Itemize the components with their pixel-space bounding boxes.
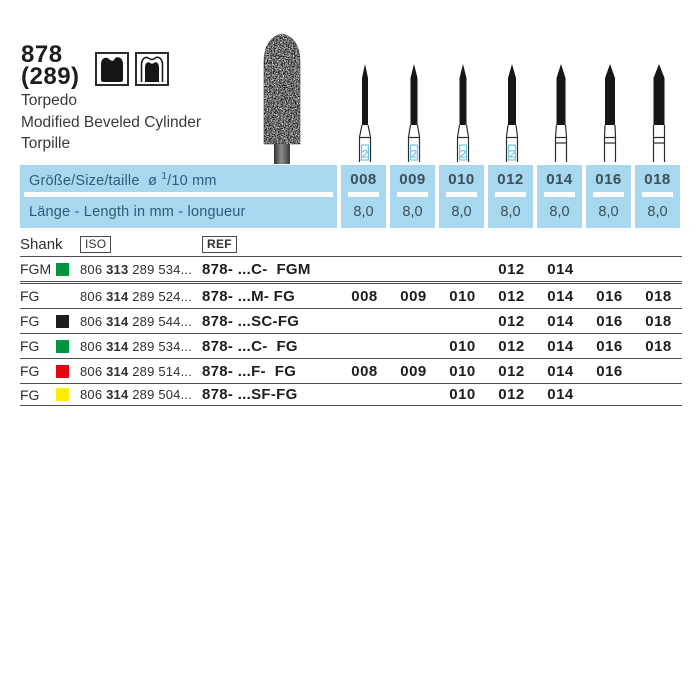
svg-text:2: 2 (508, 149, 514, 161)
size-cell: 014 8,0 (537, 165, 582, 228)
shank-type: FG (20, 386, 40, 403)
size-cell: 009 8,0 (390, 165, 435, 228)
product-name-fr: Torpille (21, 135, 71, 152)
iso-number: 806 314 289 504... (80, 387, 193, 402)
grit-color-dot (56, 388, 69, 401)
product-number: 878 (21, 41, 63, 68)
size-available: 018 (645, 337, 672, 355)
table-row: FG 806 314 289 504... 878- ...SF-FG 010 … (20, 384, 682, 406)
ref-number: 878- ...F- FG (202, 362, 297, 380)
size-cell: 008 8,0 (341, 165, 386, 228)
size-available: 012 (498, 386, 525, 403)
length-label: Länge - Length in mm - longueur (29, 204, 246, 220)
size-available: 014 (547, 287, 574, 305)
product-name-en-2: Modified Beveled Cylinder (21, 113, 202, 131)
table-row: FGM 806 313 289 534... 878- ...C- FGM 01… (20, 257, 682, 284)
table-row: FG 806 314 289 534... 878- ...C- FG 010 … (20, 334, 682, 359)
size-available: 012 (498, 287, 525, 305)
bur-figure (585, 62, 634, 162)
preparation-icons (95, 52, 169, 86)
size-available: 014 (547, 386, 574, 403)
variants-table: Shank ISO REF FGM 806 313 289 534... 878… (20, 232, 682, 406)
bur-figure: 2 (487, 62, 536, 162)
iso-number: 806 313 289 534... (80, 261, 193, 277)
shank-type: FG (20, 363, 40, 379)
size-available: 014 (547, 362, 574, 380)
ref-header-tag: REF (202, 236, 237, 253)
size-available: 016 (596, 362, 623, 380)
size-available: 010 (449, 287, 476, 305)
ref-number: 878- ...SF-FG (202, 386, 298, 403)
size-available: 014 (547, 260, 574, 278)
iso-number: 806 314 289 524... (80, 288, 193, 304)
iso-number: 806 314 289 544... (80, 313, 193, 329)
size-available: 014 (547, 337, 574, 355)
iso-number: 806 314 289 534... (80, 338, 193, 354)
size-available: 010 (449, 337, 476, 355)
size-available: 014 (547, 312, 574, 330)
size-available: 012 (498, 337, 525, 355)
bur-figure (536, 62, 585, 162)
shank-type: FGM (20, 261, 52, 277)
ref-number: 878- ...M- FG (202, 287, 296, 305)
size-cell: 018 8,0 (635, 165, 680, 228)
size-available: 010 (449, 362, 476, 380)
grit-color-dot (56, 364, 69, 378)
bur-figure (634, 62, 683, 162)
grit-color-dot (56, 314, 69, 328)
product-number-block: 878 (289) (21, 41, 80, 90)
size-available: 016 (596, 312, 623, 330)
size-cell: 016 8,0 (586, 165, 631, 228)
bur-row: 2 2 2 2 (340, 62, 683, 162)
size-label: Größe/Size/taille ø 1/10 mm (29, 171, 217, 189)
size-cell: 012 8,0 (488, 165, 533, 228)
table-row: FG 806 314 289 544... 878- ...SC-FG 012 … (20, 309, 682, 334)
shank-type: FG (20, 288, 40, 304)
size-available: 018 (645, 312, 672, 330)
table-header-row: Shank ISO REF (20, 232, 682, 257)
grit-color-dot (56, 339, 69, 353)
grit-color-dot (56, 262, 69, 276)
size-banner: Größe/Size/taille ø 1/10 mm Länge - Leng… (20, 165, 682, 228)
size-available: 009 (400, 287, 427, 305)
tooth-crown-preparation-icon (135, 52, 169, 86)
size-available: 016 (596, 337, 623, 355)
size-available: 008 (351, 362, 378, 380)
banner-label-block: Größe/Size/taille ø 1/10 mm Länge - Leng… (20, 165, 337, 228)
shank-type: FG (20, 313, 40, 329)
table-row: FG 806 314 289 524... 878- ...M- FG 008 … (20, 284, 682, 309)
banner-divider (24, 192, 333, 197)
size-available: 008 (351, 287, 378, 305)
svg-text:2: 2 (459, 149, 465, 161)
ref-number: 878- ...SC-FG (202, 312, 300, 330)
svg-text:2: 2 (410, 149, 416, 161)
size-cell: 010 8,0 (439, 165, 484, 228)
tooth-preparation-icon (95, 52, 129, 86)
product-names: Torpedo Modified Beveled Cylinder Torpil… (21, 90, 201, 155)
bur-figure: 2 (340, 62, 389, 162)
large-bur-photo (261, 32, 303, 169)
size-available: 012 (498, 312, 525, 330)
svg-text:2: 2 (361, 149, 367, 161)
shank-header: Shank (20, 235, 63, 253)
size-available: 012 (498, 260, 525, 278)
bur-figure: 2 (438, 62, 487, 162)
bur-figure: 2 (389, 62, 438, 162)
size-available: 016 (596, 287, 623, 305)
ref-number: 878- ...C- FGM (202, 260, 311, 278)
size-available: 012 (498, 362, 525, 380)
shank-type: FG (20, 338, 40, 354)
product-name-en-1: Torpedo (21, 92, 78, 109)
size-available: 009 (400, 362, 427, 380)
ref-number: 878- ...C- FG (202, 337, 298, 355)
table-row: FG 806 314 289 514... 878- ...F- FG 008 … (20, 359, 682, 384)
size-available: 010 (449, 386, 476, 403)
size-available: 018 (645, 287, 672, 305)
iso-header-tag: ISO (80, 235, 112, 253)
grit-color-dot (56, 290, 69, 303)
product-alt-number: (289) (21, 63, 80, 90)
iso-number: 806 314 289 514... (80, 363, 193, 379)
